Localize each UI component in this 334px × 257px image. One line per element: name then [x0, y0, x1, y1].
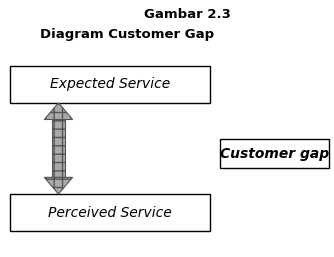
Text: Diagram Customer Gap: Diagram Customer Gap — [40, 28, 214, 41]
FancyBboxPatch shape — [220, 139, 329, 168]
FancyBboxPatch shape — [10, 194, 210, 231]
Text: Gambar 2.3: Gambar 2.3 — [144, 8, 230, 21]
Text: Expected Service: Expected Service — [50, 77, 170, 91]
FancyArrow shape — [44, 103, 73, 120]
Bar — [52, 120, 65, 177]
FancyArrow shape — [44, 177, 73, 194]
FancyBboxPatch shape — [10, 66, 210, 103]
Text: Customer gap: Customer gap — [220, 146, 329, 161]
Text: Perceived Service: Perceived Service — [48, 206, 172, 220]
